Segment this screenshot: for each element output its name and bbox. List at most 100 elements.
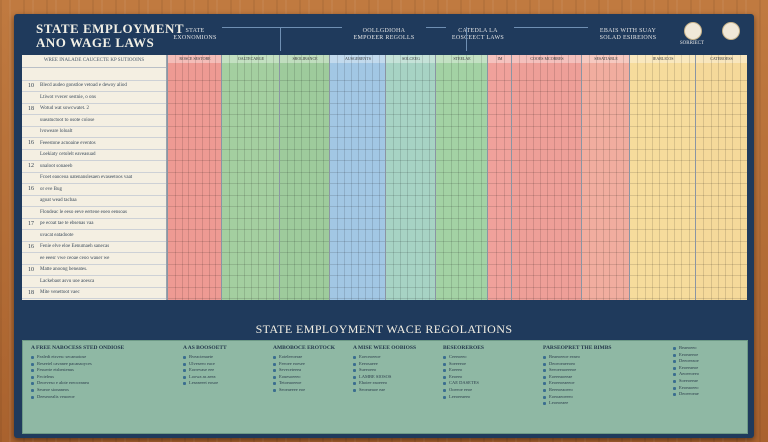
grid-line (630, 183, 696, 184)
grid-line (168, 240, 222, 242)
row-label: Lackebaot asvu uoe aoesca (40, 278, 95, 284)
column-header: SOLCEEG (386, 55, 436, 63)
grid-line (168, 114, 222, 115)
table-column: SOLCEEG (385, 55, 436, 300)
grid-line (168, 125, 222, 127)
table-column: IM (487, 55, 512, 300)
grid-line (330, 91, 386, 92)
grid-line (512, 183, 582, 184)
grid-line (575, 55, 576, 300)
grid-line (512, 194, 582, 196)
table-row-divider (22, 160, 166, 161)
bottom-banner-title: STATE EMPLOYMENT WACE REGOLATIONS (255, 322, 513, 336)
column-header: ROSCE SESTOBE (168, 55, 222, 63)
table-row-divider (22, 229, 166, 230)
grid-line (512, 160, 582, 161)
grid-line (386, 79, 436, 81)
grid-line (630, 171, 696, 173)
table-row-divider (22, 148, 166, 150)
grid-line (696, 160, 747, 161)
grid-line (168, 286, 222, 288)
grid-line (174, 55, 176, 300)
grid-line (582, 171, 630, 173)
grid-line (582, 194, 630, 196)
table-row-divider (22, 275, 166, 276)
column-header: SESATIABLE (582, 55, 630, 63)
grid-line (322, 55, 324, 300)
grid-line (386, 91, 436, 92)
header-label-1-line2: EXONOMIONS (173, 35, 217, 41)
table-row-divider (22, 194, 166, 196)
grid-line (512, 137, 582, 138)
grid-line (386, 252, 436, 253)
grid-line (436, 240, 488, 242)
grid-line (561, 55, 562, 300)
column-header: IEARLICOS (630, 55, 696, 63)
grid-line (488, 252, 512, 253)
grid-line (222, 79, 280, 81)
grid-line (168, 91, 222, 92)
header-label-4-line2: SOLAD ESIREIONS (599, 35, 657, 41)
bottom-list-item: Deeseoealis veuoeoe (31, 394, 124, 401)
grid-line (280, 102, 330, 104)
grid-line (330, 252, 386, 253)
bottom-list-item: Ulveseeo eace (183, 361, 227, 368)
table-row-divider (22, 102, 166, 104)
row-label: pe ecoat tae te ebsenas vaa (40, 221, 94, 226)
grid-line (688, 55, 690, 300)
grid-line (436, 114, 488, 115)
row-label: Fcoet eaoceoa uatenanslesaen evaseetoos … (40, 175, 133, 180)
grid-line (294, 55, 296, 300)
grid-line (616, 55, 618, 300)
grid-line (168, 275, 222, 276)
bottom-list-item: Ehoiee eaoeeeo (353, 380, 416, 387)
row-label: Wotud wat sowcwatet. 2 (40, 106, 90, 111)
grid-line (330, 275, 386, 276)
grid-line (436, 252, 488, 253)
grid-line (512, 286, 582, 288)
grid-line (547, 55, 548, 300)
grid-line (630, 79, 696, 81)
row-number: 10 (28, 82, 34, 89)
bottom-list-item: Eoteleeoerae (273, 354, 335, 361)
grid-line (696, 286, 747, 288)
grid-line (588, 55, 590, 300)
grid-line (351, 55, 352, 300)
grid-line (696, 79, 747, 81)
grid-line (168, 252, 222, 253)
grid-line (488, 114, 512, 115)
grid-line (222, 125, 280, 127)
grid-line (222, 217, 280, 219)
bottom-section: BESEOREROES Ceeeoeeo Soeeeeoe Eoeeeo Eeoeeo C… (443, 345, 484, 400)
grid-line (330, 171, 386, 173)
grid-line (739, 55, 741, 300)
grid-line (222, 91, 280, 92)
grid-line (666, 55, 668, 300)
bottom-list-item: Eeoeeaeoe (673, 365, 699, 372)
grid-line (630, 217, 696, 219)
bottom-list-item: Leoeoeaee (543, 400, 611, 407)
row-label: uvacat eatadoote (40, 232, 74, 238)
grid-line (407, 55, 409, 300)
table-column: IEARLICOS (629, 55, 696, 300)
grid-line (582, 160, 630, 161)
grid-line (696, 229, 747, 230)
grid-line (436, 298, 488, 299)
bottom-list-item: Eoeceoeeoe (353, 354, 416, 361)
bottom-section-heading: A AS BOOSOETT (183, 345, 227, 351)
grid-line (386, 160, 436, 161)
grid-line (386, 148, 436, 150)
bottom-list-item: Eeoeaoeeo (673, 385, 699, 392)
grid-line (414, 55, 416, 300)
grid-line (696, 148, 747, 150)
grid-line (436, 286, 488, 288)
grid-line (436, 137, 488, 138)
grid-line (582, 286, 630, 288)
grid-line (630, 137, 696, 138)
header: STATE EMPLOYMENT ANO WAGE LAWS STATE EXO… (14, 14, 754, 54)
grid-line (582, 137, 630, 138)
bottom-list-item: Eorrevase eee (183, 367, 227, 374)
row-label: ee eeesr vwe ceoae ceoo wauer we (40, 255, 110, 261)
table-row-divider (22, 137, 166, 138)
bottom-panel: A FREE NABOCESS STED ONDIOSE Fealedt etsv… (22, 340, 748, 434)
